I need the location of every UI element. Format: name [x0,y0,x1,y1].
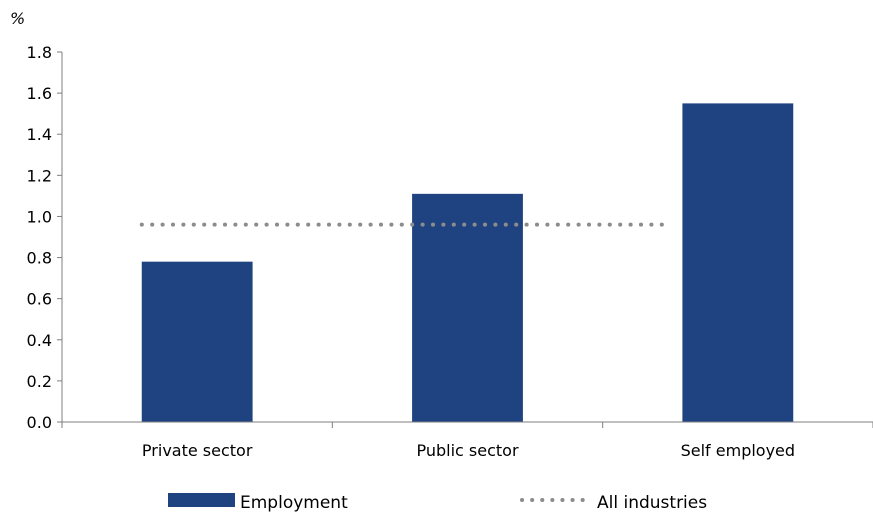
y-tick-label: 0.6 [27,290,52,309]
legend-swatch-employment [168,493,235,507]
x-category-label: Public sector [416,441,518,460]
y-tick-label: 0.2 [27,372,52,391]
bars [141,103,794,422]
y-tick-label: 1.2 [27,166,52,185]
y-tick-label: 0.0 [27,413,52,432]
y-tick-label: 1.6 [27,84,52,103]
bar-self-employed [682,103,794,422]
y-axis-unit-label: % [10,9,25,28]
y-tick-label: 1.8 [27,43,52,62]
y-tick-label: 0.8 [27,249,52,268]
legend-label-all-industries: All industries [597,493,707,513]
y-tick-label: 1.0 [27,207,52,226]
x-category-label: Self employed [681,441,795,460]
bar-private-sector [141,261,253,422]
legend-label-employment: Employment [240,493,348,513]
y-tick-label: 0.4 [27,331,52,350]
y-axis-ticks: 0.0 0.2 0.4 0.6 0.8 1.0 1.2 1.4 1.6 1.8 [27,43,62,432]
legend: Employment All industries [168,493,707,513]
x-axis-ticks: Private sector Public sector Self employed [61,422,873,460]
x-category-label: Private sector [142,441,253,460]
y-tick-label: 1.4 [27,125,52,144]
bar-public-sector [412,193,523,422]
